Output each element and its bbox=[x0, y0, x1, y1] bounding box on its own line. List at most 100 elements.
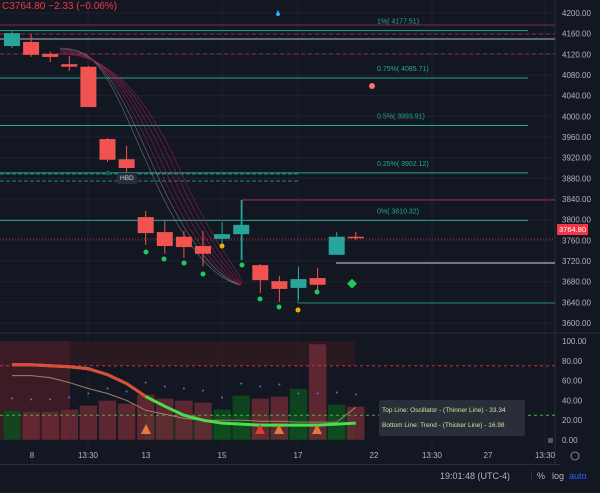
log-toggle[interactable]: log bbox=[552, 471, 565, 481]
signal-dot bbox=[257, 296, 263, 302]
oscillator-bar bbox=[2, 410, 22, 441]
candle-body bbox=[328, 236, 345, 255]
tooltip-oscillator-line: Top Line: Oscillator - (Thinner Line) - … bbox=[382, 407, 506, 414]
oscillator-bar bbox=[60, 409, 79, 441]
ribbon-curve bbox=[59, 51, 241, 286]
candle-body bbox=[137, 217, 154, 234]
fib-level-label: 0.75%( 4085.71) bbox=[377, 66, 429, 73]
candle-body bbox=[61, 64, 78, 67]
signal-dot bbox=[295, 307, 301, 313]
price-tick: 4160.00 bbox=[562, 30, 591, 39]
osc-tick: 40.00 bbox=[562, 396, 583, 405]
bottom-toolbar: 19:01:48 (UTC-4) % log auto bbox=[0, 464, 587, 487]
osc-dot bbox=[11, 397, 13, 400]
alert-icon bbox=[369, 83, 375, 89]
osc-dot bbox=[316, 392, 319, 395]
candle-body bbox=[4, 33, 20, 47]
oscillator-bar bbox=[98, 400, 117, 441]
signal-dot bbox=[219, 243, 225, 249]
time-tick: 13:30 bbox=[535, 451, 556, 460]
scale-handle bbox=[548, 438, 553, 443]
osc-dot bbox=[221, 396, 224, 399]
oscillator-bar bbox=[308, 343, 327, 441]
signal-dot bbox=[143, 249, 149, 255]
price-tick: 3960.00 bbox=[562, 133, 591, 142]
hbd-marker-label: HBD bbox=[117, 173, 137, 184]
price-tick: 3680.00 bbox=[562, 278, 591, 287]
percent-toggle[interactable]: % bbox=[531, 471, 545, 481]
price-tick: 3640.00 bbox=[562, 298, 591, 307]
osc-dot bbox=[144, 381, 147, 384]
oscillator-bar bbox=[174, 400, 194, 441]
osc-tick: 80.00 bbox=[562, 357, 583, 366]
signal-dot bbox=[239, 262, 245, 268]
price-tick: 3800.00 bbox=[562, 216, 591, 225]
signal-dot bbox=[276, 304, 282, 310]
osc-dot bbox=[30, 398, 33, 401]
oscillator-bar bbox=[289, 388, 308, 441]
ribbon-curve bbox=[59, 52, 241, 286]
signal-dot bbox=[314, 289, 320, 295]
ohlc-legend: C3764.80 −2.33 (−0.06%) bbox=[2, 1, 118, 12]
signal-dot bbox=[200, 271, 206, 277]
fib-level-label: 0%( 3810.32) bbox=[377, 208, 419, 215]
candle-body bbox=[347, 236, 364, 239]
price-tick: 3880.00 bbox=[562, 174, 591, 183]
time-tick: 17 bbox=[294, 451, 303, 460]
tooltip-trend-line: Bottom Line: Trend - (Thicker Line) - 16… bbox=[382, 422, 505, 429]
signal-dot bbox=[181, 260, 187, 266]
price-tick: 3920.00 bbox=[562, 154, 591, 163]
overbought-zone bbox=[70, 341, 355, 366]
osc-dot bbox=[354, 393, 357, 396]
signal-dot bbox=[105, 170, 111, 176]
auto-toggle[interactable]: auto bbox=[569, 471, 587, 481]
osc-dot bbox=[49, 398, 52, 401]
candle-body bbox=[99, 139, 116, 160]
osc-dot bbox=[87, 392, 90, 395]
candle-body bbox=[118, 159, 135, 169]
candle-body bbox=[80, 66, 97, 108]
time-tick: 8 bbox=[30, 451, 35, 460]
signal-triangle-icon bbox=[312, 424, 322, 434]
time-tick: 13:30 bbox=[78, 451, 99, 460]
osc-dot bbox=[125, 390, 128, 393]
candle-body bbox=[271, 281, 288, 289]
osc-dot bbox=[163, 385, 166, 388]
fib-level-label: 0.5%( 3993.91) bbox=[377, 113, 425, 120]
drop-icon bbox=[276, 10, 280, 16]
osc-tick: 0.00 bbox=[562, 436, 578, 445]
fib-level-label: 1%( 4177.51) bbox=[377, 19, 419, 26]
candle-body bbox=[23, 41, 40, 55]
osc-dot bbox=[202, 389, 204, 392]
signal-triangle-icon bbox=[255, 424, 265, 434]
current-price-tag: 3764.80 bbox=[557, 224, 589, 235]
oscillator-bar bbox=[251, 398, 270, 441]
osc-dot bbox=[297, 392, 300, 395]
osc-dot bbox=[259, 385, 262, 388]
candle-body bbox=[290, 279, 307, 288]
price-tick: 4000.00 bbox=[562, 112, 591, 121]
time-tick: 15 bbox=[218, 451, 227, 460]
time-tick: 13:30 bbox=[422, 451, 443, 460]
oscillator-bar bbox=[40, 411, 60, 441]
price-tick: 4080.00 bbox=[562, 71, 591, 80]
settings-gear-icon bbox=[570, 451, 580, 461]
time-tick: 27 bbox=[484, 451, 493, 460]
signal-triangle-icon bbox=[141, 424, 151, 434]
oscillator-bar bbox=[270, 396, 289, 441]
ribbon-curve bbox=[59, 50, 241, 286]
oscillator-bar bbox=[79, 405, 98, 441]
oscillator-bar bbox=[136, 394, 155, 441]
candle-body bbox=[195, 246, 211, 254]
price-tick: 3720.00 bbox=[562, 257, 591, 266]
osc-dot bbox=[240, 382, 243, 385]
ribbon-curve bbox=[59, 53, 243, 286]
buy-signal-icon bbox=[347, 278, 357, 289]
osc-tick: 100.00 bbox=[562, 337, 587, 346]
candle-body bbox=[233, 224, 250, 235]
osc-dot bbox=[182, 387, 185, 390]
osc-dot bbox=[335, 391, 338, 394]
candle-body bbox=[175, 236, 192, 248]
candle-body bbox=[156, 232, 173, 247]
